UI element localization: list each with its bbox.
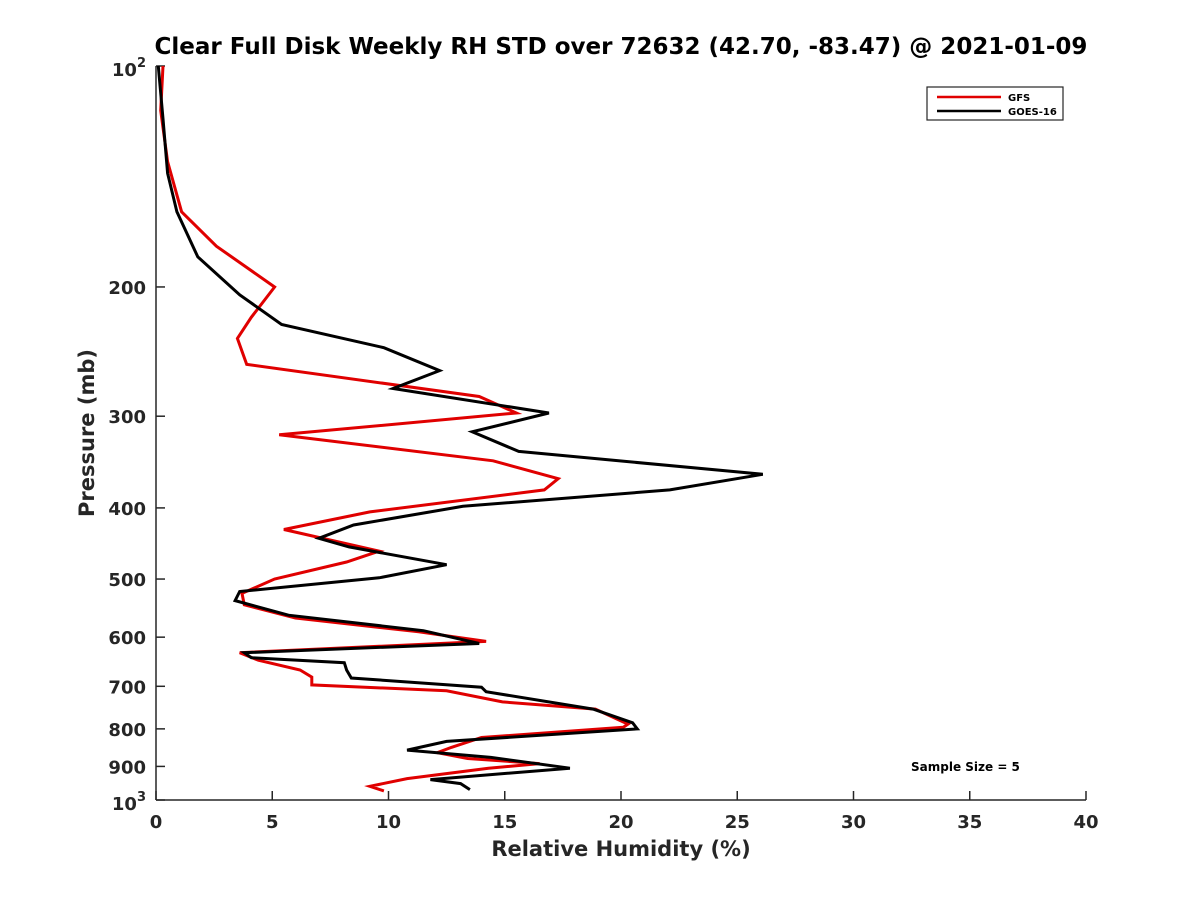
x-tick-label: 25 [725,812,750,833]
sample-size-annotation: Sample Size = 5 [911,760,1020,774]
x-axis: 0 5 10 15 20 25 30 35 40 [150,791,1099,833]
x-tick-label: 30 [841,812,866,833]
chart-title: Clear Full Disk Weekly RH STD over 72632… [155,34,1088,60]
legend-label-goes16: GOES-16 [1008,107,1057,118]
x-tick-label: 10 [376,812,401,833]
y-tick-label-base: 10 [112,60,137,81]
series-line-goes16 [156,65,764,791]
y-tick-label: 600 [108,628,146,649]
y-tick-label-exponent: 2 [137,56,146,71]
legend: GFS GOES-16 [926,86,1064,121]
y-tick-label: 300 [108,407,146,428]
x-tick-label: 5 [266,812,279,833]
legend-label-gfs: GFS [1008,93,1030,104]
y-tick-label: 700 [108,677,146,698]
y-tick-label: 200 [108,278,146,299]
x-tick-label: 40 [1073,812,1098,833]
x-tick-label: 20 [608,812,633,833]
y-tick-label: 400 [108,499,146,520]
y-tick-label: 500 [108,570,146,591]
y-tick-label: 102 [112,56,146,81]
y-tick-label: 800 [108,720,146,741]
y-tick-label-base: 10 [112,794,137,815]
legend-box [926,86,1064,121]
x-tick-label: 15 [492,812,517,833]
y-axis-label: Pressure (mb) [75,349,99,517]
series-layer [156,65,764,793]
x-tick-label: 35 [957,812,982,833]
x-tick-label: 0 [150,812,163,833]
y-tick-label: 900 [108,757,146,778]
y-tick-label-exponent: 3 [137,790,146,805]
y-tick-label: 103 [112,790,146,815]
x-axis-label: Relative Humidity (%) [491,837,750,861]
